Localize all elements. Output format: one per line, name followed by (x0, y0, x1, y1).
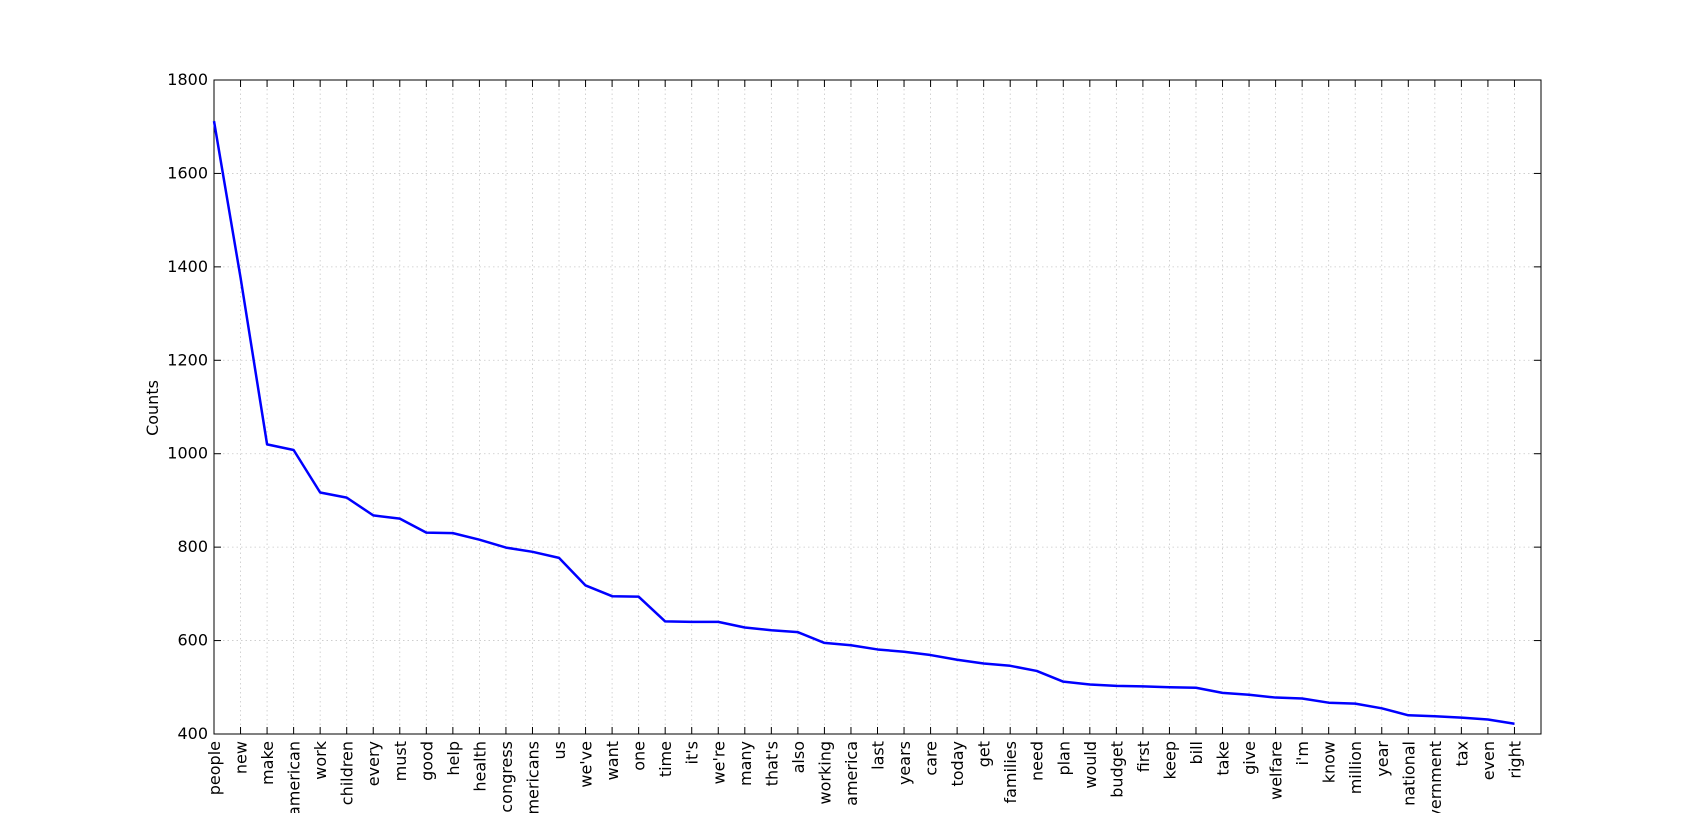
x-tick-label: time (656, 741, 675, 777)
x-tick-label: care (922, 741, 941, 776)
x-tick-label: health (470, 741, 489, 792)
y-tick-label: 1400 (167, 257, 208, 276)
x-tick-label: last (869, 741, 888, 770)
x-tick-label: americans (523, 741, 542, 813)
x-tick-label: would (1081, 741, 1100, 789)
y-tick-label: 1600 (167, 163, 208, 182)
x-tick-label: good (417, 741, 436, 781)
x-tick-label: need (1028, 741, 1047, 781)
x-tick-label: i'm (1293, 741, 1312, 765)
plot-frame (213, 79, 1542, 735)
x-tick-label: we're (709, 741, 728, 784)
x-tick-label: make (258, 741, 277, 785)
y-tick-label: 1800 (167, 70, 208, 89)
x-tick-label: children (338, 741, 357, 805)
x-tick-label: know (1320, 741, 1339, 783)
x-tick-label: year (1373, 741, 1392, 777)
x-tick-label: government (1426, 741, 1445, 813)
x-tick-label: million (1346, 741, 1365, 794)
x-tick-label: congress (497, 741, 516, 813)
x-tick-label: years (895, 741, 914, 785)
y-tick-label: 800 (177, 537, 208, 556)
x-tick-label: work (311, 740, 330, 779)
x-tick-label: help (444, 741, 463, 776)
x-tick-label: today (948, 741, 967, 787)
x-tick-label: one (630, 741, 649, 771)
x-tick-label: budget (1107, 741, 1126, 798)
y-tick-label: 1200 (167, 350, 208, 369)
x-tick-label: take (1214, 741, 1233, 776)
y-tick-label: 400 (177, 724, 208, 743)
x-tick-label: give (1240, 741, 1259, 775)
x-tick-label: us (550, 741, 569, 759)
x-tick-label: people (205, 741, 224, 795)
x-tick-label: we've (577, 741, 596, 788)
x-tick-label: many (736, 741, 755, 786)
x-tick-label: also (789, 741, 808, 773)
grid-lines (214, 80, 1541, 734)
x-tick-label: must (391, 741, 410, 781)
y-axis-label: Counts (143, 380, 162, 436)
x-tick-label: even (1479, 741, 1498, 780)
x-tick-label: first (1134, 741, 1153, 772)
x-tick-label: families (1001, 741, 1020, 804)
x-tick-label: bill (1187, 741, 1206, 765)
x-tick-label: get (975, 741, 994, 767)
x-tick-label: right (1505, 741, 1524, 779)
x-axis-ticks: people new make american work children every mu… (205, 80, 1524, 813)
x-tick-label: new (232, 741, 251, 774)
x-tick-label: every (364, 741, 383, 786)
x-tick-label: welfare (1267, 741, 1286, 800)
y-tick-label: 1000 (167, 444, 208, 463)
x-tick-label: plan (1054, 741, 1073, 776)
x-tick-label: american (285, 741, 304, 813)
x-tick-label: want (603, 741, 622, 780)
x-tick-label: america (842, 741, 861, 806)
x-tick-label: working (815, 741, 834, 804)
x-tick-label: tax (1452, 741, 1471, 767)
x-tick-label: national (1399, 741, 1418, 806)
x-tick-label: keep (1160, 741, 1179, 780)
series-line (212, 120, 1515, 725)
x-tick-label: that's (762, 741, 781, 786)
x-tick-label: it's (683, 741, 702, 764)
y-axis-ticks: 400 600 800 1000 1200 1400 1600 1800 (167, 70, 1541, 743)
y-tick-label: 600 (177, 631, 208, 650)
